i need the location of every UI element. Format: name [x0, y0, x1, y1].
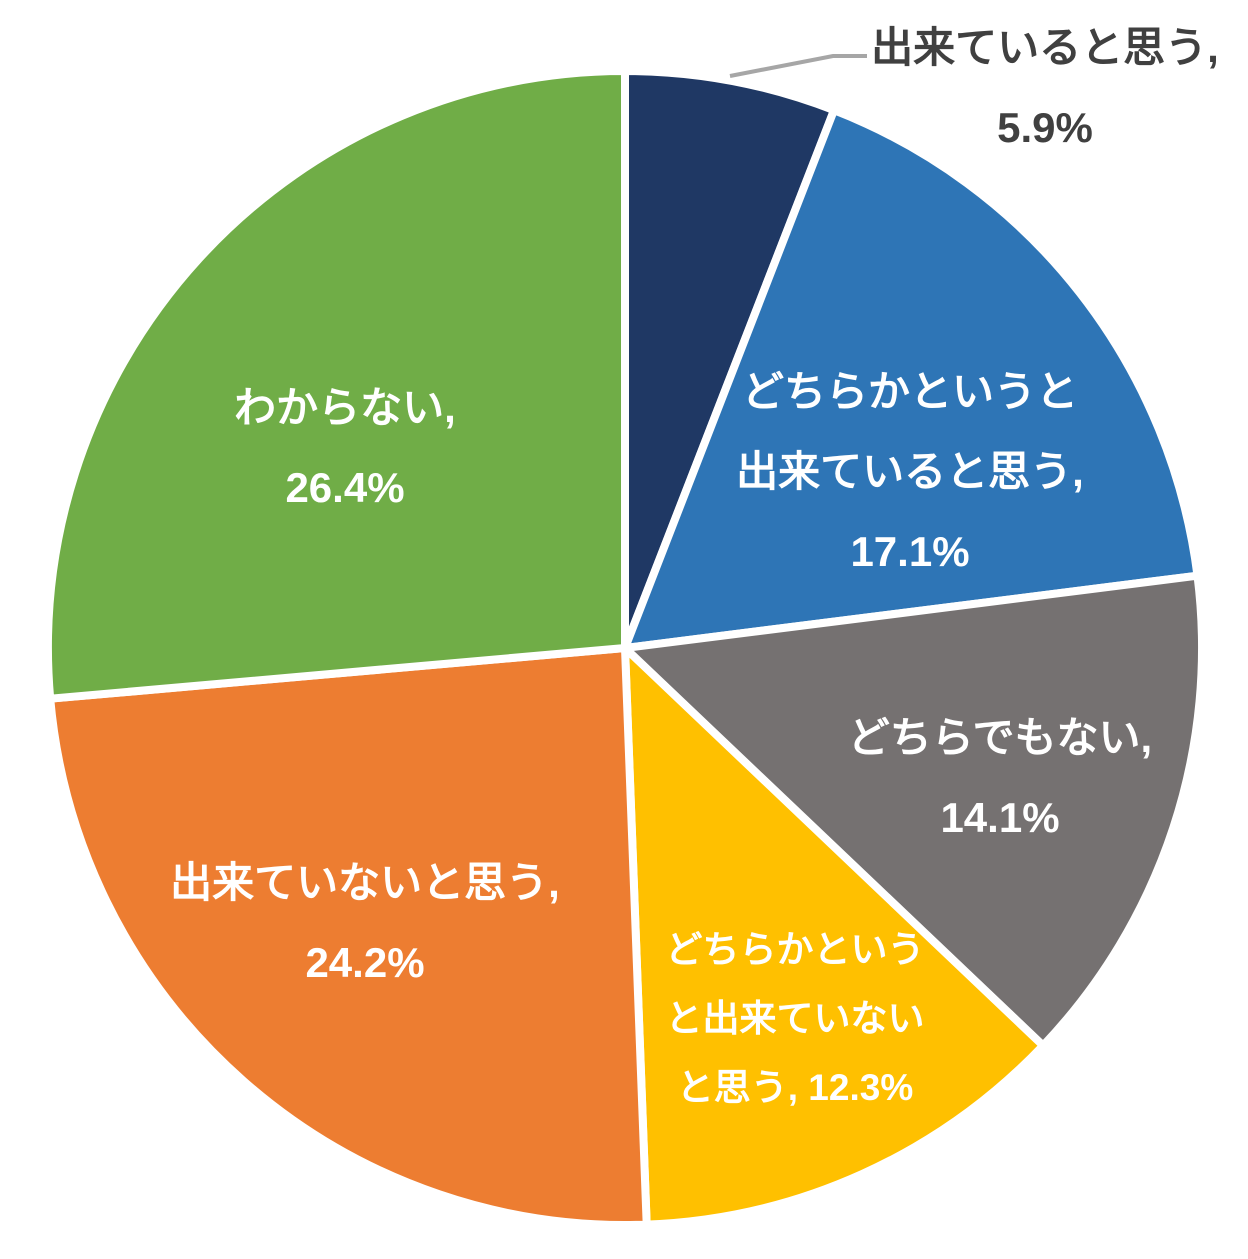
slice-label-dekiteinai-to-omou: 出来ていないと思う, 24.2%	[145, 843, 585, 1003]
slice-label-dochiraka-dekiteiru: どちらかというと 出来ていると思う, 17.1%	[690, 352, 1130, 592]
label-line: と出来ていない	[665, 998, 925, 1039]
pie-slice-3	[621, 644, 1048, 1229]
label-line: どちらかという	[665, 929, 925, 970]
label-line: わからない,	[234, 384, 456, 431]
label-line: 24.2%	[305, 939, 425, 986]
pie-slice-1	[621, 106, 1202, 652]
label-line: 出来ていると思う,	[871, 24, 1219, 71]
label-line: 5.9%	[997, 104, 1093, 151]
label-line: 26.4%	[285, 464, 405, 511]
slice-label-dochira-demo-nai: どちらでもない, 14.1%	[810, 698, 1190, 858]
pie-slice-5	[44, 67, 629, 703]
slice-label-wakaranai: わからない, 26.4%	[150, 368, 540, 528]
slice-label-dekiteiru-to-omou: 出来ていると思う, 5.9%	[850, 8, 1240, 168]
pie-slices	[44, 67, 1207, 1230]
pie-slice-4	[46, 644, 651, 1230]
label-line: 出来ていないと思う,	[170, 859, 560, 906]
label-line: 17.1%	[850, 528, 970, 575]
leader-line	[729, 54, 867, 78]
label-line: 14.1%	[940, 794, 1060, 841]
pie-slice-2	[621, 571, 1207, 1050]
label-line: と思う, 12.3%	[676, 1067, 914, 1108]
label-line: どちらかというと	[741, 368, 1078, 415]
label-line: どちらでもない,	[847, 714, 1153, 761]
label-line: 出来ていると思う,	[736, 448, 1084, 495]
slice-label-dochiraka-dekiteinai: どちらかという と出来ていない と思う, 12.3%	[650, 915, 940, 1122]
